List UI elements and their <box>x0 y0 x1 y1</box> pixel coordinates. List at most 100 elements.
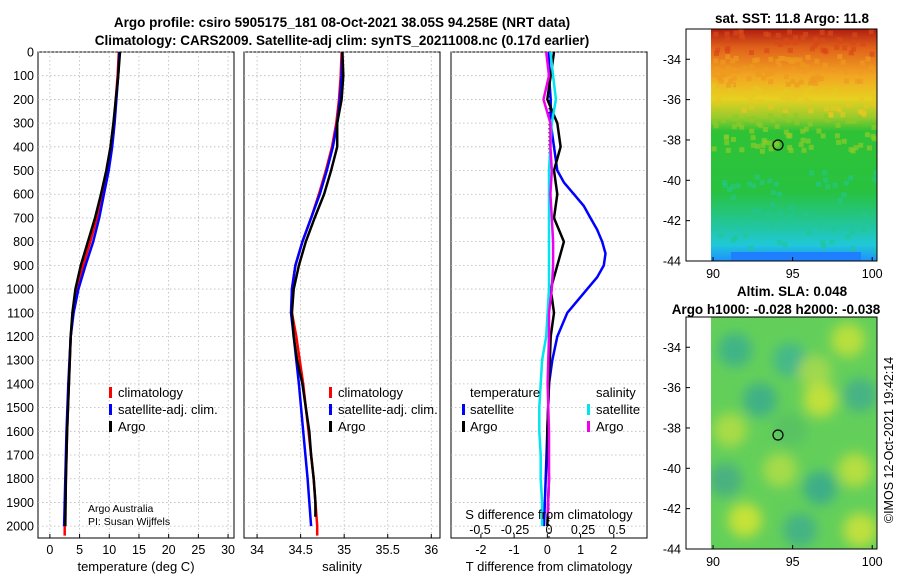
lon-tick-label: 100 <box>862 555 883 569</box>
sst-pixel <box>872 95 877 101</box>
sst-pixel <box>713 31 719 37</box>
sst-pixel <box>751 91 757 97</box>
sst-pixel <box>869 51 875 57</box>
sst-pixel <box>749 64 755 70</box>
sst-pixel <box>750 135 756 141</box>
sst-pixel <box>770 117 776 123</box>
sst-pixel <box>869 68 875 73</box>
depth-tick-label: 1600 <box>6 425 34 439</box>
depth-tick-label: 700 <box>13 211 34 225</box>
sst-pixel <box>759 179 765 185</box>
legend-temp-argo-label: Argo <box>470 419 497 434</box>
sst-cold-patch <box>731 252 861 261</box>
sst-pixel <box>845 119 851 124</box>
sst-pixel <box>784 94 790 100</box>
lat-tick-label: -36 <box>663 93 681 107</box>
sst-pixel <box>755 121 761 126</box>
sst-pixel <box>777 191 783 197</box>
sst-pixel <box>870 102 876 108</box>
sst-pixel <box>829 239 835 245</box>
x2-tick-label: -0.25 <box>501 523 530 537</box>
sst-pixel <box>767 178 773 184</box>
sst-pixel <box>859 60 865 66</box>
sst-pixel <box>735 68 741 74</box>
sla-map-title-line1: Altim. SLA: 0.048 <box>737 284 848 299</box>
sst-pixel <box>788 59 794 65</box>
difference-legend: temperature satellite Argo salinity sate… <box>462 385 640 434</box>
sst-pixel <box>732 114 738 120</box>
sst-pixel <box>788 205 794 211</box>
lat-tick-label: -36 <box>663 381 681 395</box>
sla-anomaly-blob <box>838 453 872 487</box>
sst-pixel <box>769 222 775 228</box>
sst-pixel <box>756 209 762 215</box>
sla-map: Altim. SLA: 0.048 Argo h1000: -0.028 h20… <box>663 284 883 569</box>
sst-pixel <box>726 82 732 88</box>
sst-pixel <box>787 91 793 96</box>
legend-satellite-swatch <box>109 404 112 415</box>
sst-pixel <box>841 192 847 198</box>
x-tick-label: 35 <box>337 543 351 557</box>
sst-pixel <box>794 120 800 125</box>
sst-pixel <box>837 54 843 60</box>
temperature-legend: climatology satellite-adj. clim. Argo <box>109 385 218 434</box>
sla-anomaly-blob <box>711 463 742 497</box>
lat-tick-label: -34 <box>663 341 681 355</box>
sst-pixel <box>861 227 867 233</box>
x-tick-label: 15 <box>132 543 146 557</box>
x-tick-label: 0 <box>544 543 551 557</box>
sst-pixel <box>866 145 872 151</box>
depth-tick-label: 1400 <box>6 377 34 391</box>
sst-pixel <box>838 39 844 44</box>
sst-pixel <box>820 239 826 245</box>
sst-pixel <box>868 65 874 71</box>
sla-anomaly-blob <box>783 513 817 547</box>
sst-pixel <box>824 106 829 112</box>
sst-pixel <box>787 132 793 138</box>
sst-pixel <box>768 113 774 119</box>
lon-tick-label: 95 <box>786 267 800 281</box>
argo-position-marker <box>772 139 784 151</box>
sst-pixel <box>754 57 760 63</box>
sst-pixel <box>774 39 780 45</box>
sst-pixel <box>836 139 842 145</box>
sst-pixel <box>868 29 874 35</box>
sst-pixel <box>738 29 744 35</box>
sst-pixel <box>825 184 831 190</box>
sst-pixel <box>731 82 736 88</box>
sst-pixel <box>816 181 821 187</box>
sst-pixel <box>725 147 731 153</box>
figure-title-line2: Climatology: CARS2009. Satellite-adj cli… <box>95 33 589 48</box>
sst-pixel <box>855 78 860 84</box>
depth-tick-label: 0 <box>27 46 34 60</box>
sst-pixel <box>806 230 812 236</box>
legend-temp-satellite-swatch <box>462 404 465 415</box>
sst-pixel <box>808 108 814 114</box>
temperature-axes-box <box>37 51 235 539</box>
x-tick-label: 0 <box>46 543 53 557</box>
depth-tick-label: 1000 <box>6 283 34 297</box>
lat-tick-label: -34 <box>663 53 681 67</box>
sst-pixel <box>774 142 780 148</box>
sst-pixel <box>780 56 786 61</box>
lat-tick-label: -44 <box>663 255 681 269</box>
sst-pixel <box>770 190 776 195</box>
depth-tick-label: 1800 <box>6 472 34 486</box>
sla-anomaly-blob <box>798 355 832 389</box>
sst-pixel <box>849 229 855 235</box>
sst-pixel <box>863 103 869 109</box>
sst-pixel <box>744 116 750 122</box>
sst-pixel <box>715 88 721 94</box>
sst-pixel <box>798 79 804 85</box>
sst-pixel <box>804 87 809 93</box>
sst-pixel <box>726 217 732 223</box>
series-line-argo <box>64 51 122 527</box>
sst-pixel <box>763 31 769 37</box>
sst-pixel <box>788 147 794 153</box>
depth-tick-label: 1700 <box>6 449 34 463</box>
legend-climatology-swatch <box>109 387 112 398</box>
sst-pixel <box>832 182 838 188</box>
sst-pixel <box>840 112 846 118</box>
sst-pixel <box>777 90 783 96</box>
sst-pixel <box>730 194 736 200</box>
